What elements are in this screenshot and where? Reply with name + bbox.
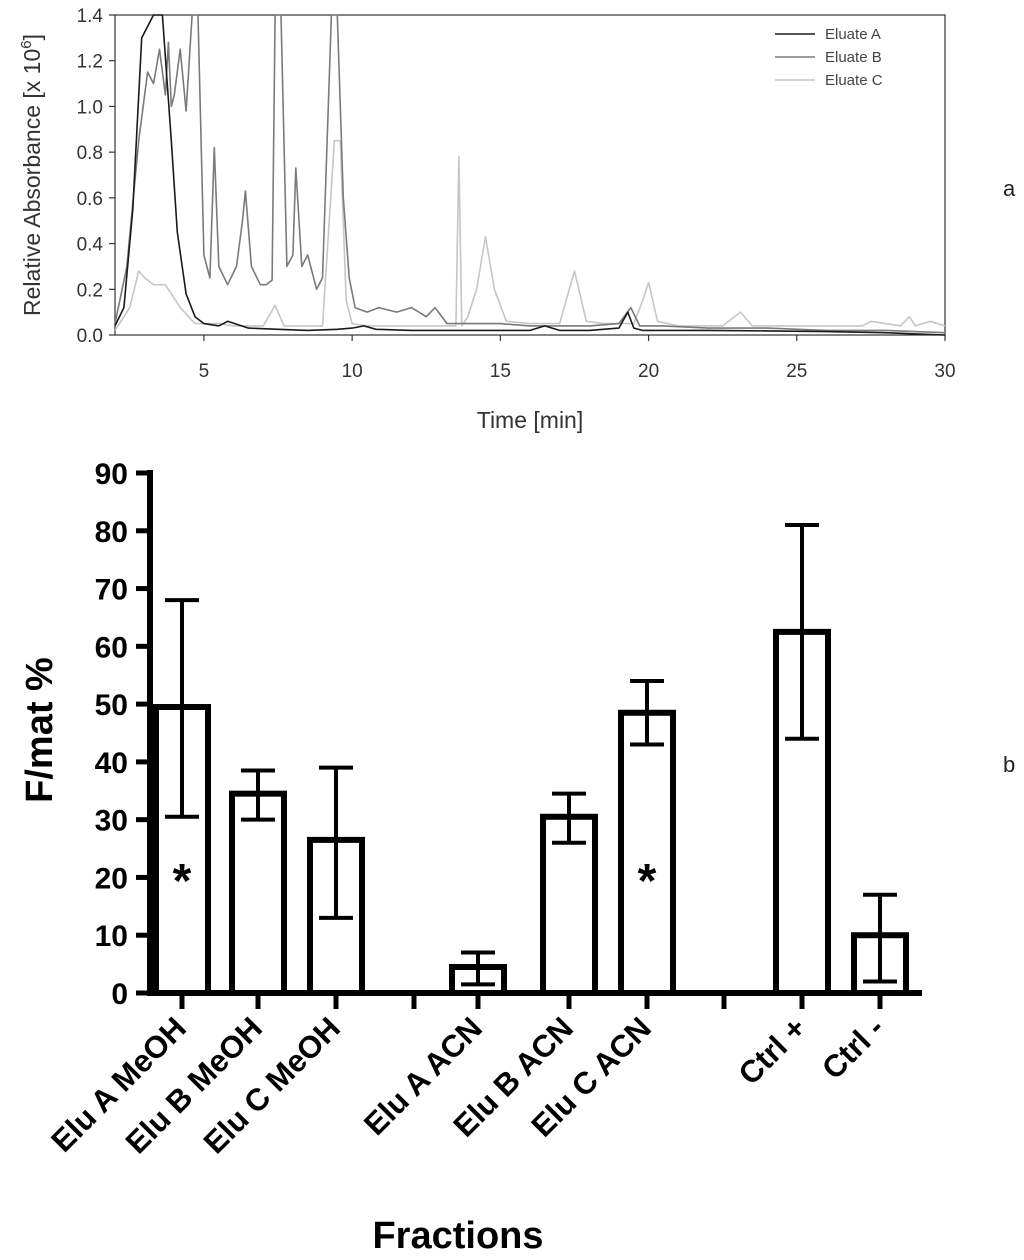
y-tick-label-a: 0.8: [77, 143, 103, 164]
x-tick-label-a: 25: [786, 361, 807, 382]
y-tick-label-b: 80: [95, 516, 128, 549]
y-tick-label-b: 40: [95, 747, 128, 780]
y-tick-label-a: 0.0: [77, 326, 103, 347]
y-ticks-a: 0.0 0.2 0.4 0.6 0.8 1.0 1.2 1.4: [77, 6, 115, 347]
legend-label-eluate-b: Eluate B: [825, 49, 882, 66]
y-tick-label-b: 10: [95, 920, 128, 953]
bar: [229, 790, 287, 997]
y-axis-title-a: Relative Absorbance [x 106]: [18, 34, 45, 316]
bars-b: * *: [153, 523, 909, 997]
category-label-b: Elu C MeOH: [197, 1010, 347, 1160]
y-tick-label-b: 70: [95, 574, 128, 607]
y-tick-label-b: 0: [111, 978, 128, 1011]
legend-label-eluate-a: Eluate A: [825, 26, 881, 43]
chart-a: 5 10 15 20 25 30 0.0 0.2 0.4 0.6 0.8 1.0 1.2 1.4 Tim…: [18, 6, 1016, 433]
panel-label-b: b: [1003, 752, 1015, 777]
x-axis-title-b: Fractions: [372, 1215, 543, 1257]
x-tick-label-a: 5: [199, 361, 210, 382]
y-axis-title-b: F/mat %: [19, 657, 61, 803]
x-tick-label-a: 20: [638, 361, 659, 382]
series-line-eluate-b: [114, 14, 946, 334]
x-axis-title-a: Time [min]: [477, 407, 584, 433]
y-tick-label-b: 30: [95, 805, 128, 838]
y-ticks-b: 0 10 20 30 40 50 60 70 80 90: [95, 458, 150, 1011]
series-line-eluate-a: [114, 14, 946, 336]
x-tick-label-a: 30: [934, 361, 955, 382]
legend-label-eluate-c: Eluate C: [825, 72, 883, 89]
bar: [618, 709, 676, 996]
series-lines-a: [114, 14, 946, 336]
y-tick-label-a: 1.0: [77, 97, 103, 118]
x-tick-label-a: 15: [490, 361, 511, 382]
y-tick-label-a: 0.6: [77, 189, 103, 210]
panel-label-a: a: [1003, 176, 1016, 201]
category-label-b: Ctrl +: [732, 1010, 813, 1091]
y-tick-label-a: 1.2: [77, 52, 103, 73]
y-tick-label-a: 1.4: [77, 6, 104, 27]
y-tick-label-b: 20: [95, 862, 128, 895]
significance-marker: *: [638, 855, 657, 908]
y-tick-label-a: 0.4: [77, 235, 104, 256]
x-ticks-a: 5 10 15 20 25 30: [199, 335, 956, 382]
y-tick-label-b: 90: [95, 458, 128, 491]
legend-a: Eluate A Eluate B Eluate C: [775, 26, 883, 89]
series-line-eluate-c: [114, 139, 946, 331]
category-label-b: Ctrl -: [815, 1010, 891, 1086]
y-tick-label-b: 60: [95, 631, 128, 664]
plot-frame-a: [114, 14, 946, 336]
x-tick-label-a: 10: [342, 361, 363, 382]
y-tick-label-b: 50: [95, 689, 128, 722]
significance-marker: *: [173, 855, 192, 908]
x-ticks-b: [179, 993, 883, 1009]
y-tick-label-a: 0.2: [77, 280, 103, 301]
